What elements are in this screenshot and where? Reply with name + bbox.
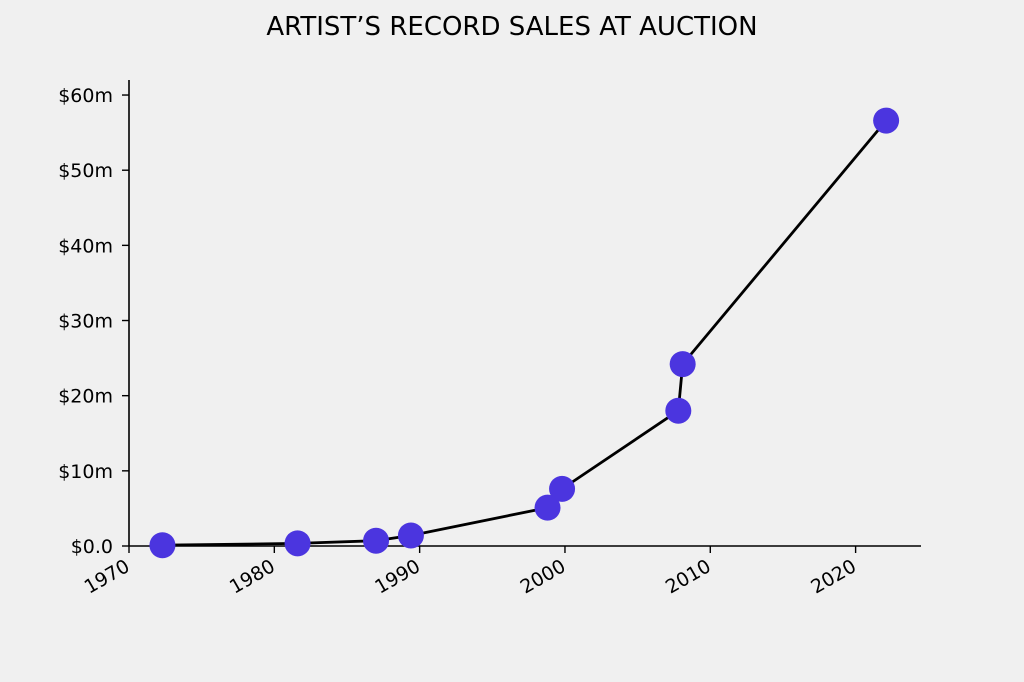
y-tick-label: $10m (58, 461, 113, 483)
chart-title: ARTIST’S RECORD SALES AT AUCTION (266, 12, 757, 42)
x-tick-label: 1980 (226, 555, 279, 598)
y-tick-label: $20m (58, 386, 113, 408)
y-tick-label: $30m (58, 311, 113, 333)
series-group (149, 107, 900, 559)
data-point (669, 351, 696, 378)
x-tick-label: 1970 (81, 555, 134, 598)
x-tick-label: 2020 (807, 555, 860, 598)
data-point (534, 494, 561, 521)
data-point (149, 532, 176, 559)
x-tick-label: 2010 (662, 555, 715, 598)
y-tick-label: $50m (58, 160, 113, 182)
data-point (873, 107, 900, 134)
y-tick-label: $0.0 (71, 536, 113, 558)
data-point (549, 475, 576, 502)
x-tick-label: 2000 (517, 555, 570, 598)
data-point (363, 527, 390, 554)
x-tick-label: 1990 (371, 555, 424, 598)
data-point (284, 530, 311, 557)
data-point (397, 522, 424, 549)
data-point (665, 397, 692, 424)
y-tick-label: $40m (58, 235, 113, 257)
series-line (162, 119, 888, 547)
y-tick-label: $60m (58, 85, 113, 107)
